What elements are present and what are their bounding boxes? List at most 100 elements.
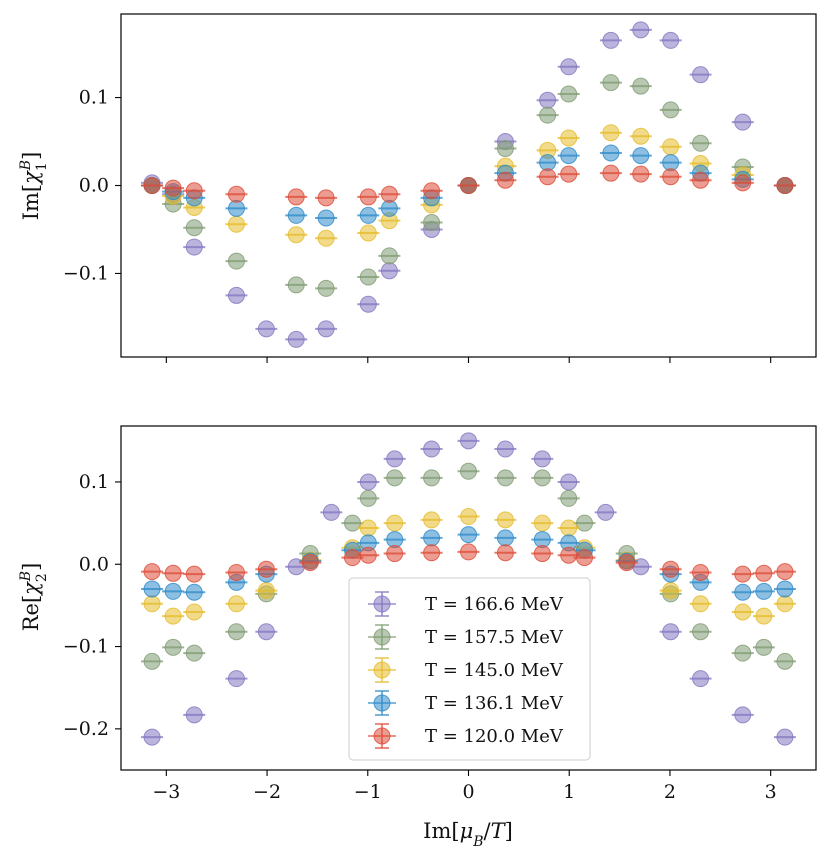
data-point (257, 623, 275, 641)
data-point (460, 526, 477, 544)
bottom-xtick-label: 0 (462, 781, 474, 803)
data-point (662, 560, 680, 578)
data-point (164, 607, 182, 625)
data-point (185, 219, 203, 237)
data-point (386, 469, 404, 487)
data-point (287, 276, 305, 294)
legend-marker (373, 595, 391, 613)
data-point (734, 174, 752, 192)
data-point (632, 21, 650, 39)
data-point (692, 66, 710, 84)
data-point (602, 124, 620, 142)
data-point (257, 560, 275, 578)
data-point (143, 728, 161, 746)
data-point (776, 652, 794, 670)
data-point (185, 182, 203, 200)
data-point (423, 469, 441, 487)
data-point (359, 489, 377, 507)
data-point (734, 706, 752, 724)
data-point (560, 58, 578, 76)
legend-marker (373, 628, 391, 646)
data-point (359, 473, 377, 491)
data-point (692, 670, 710, 688)
data-point (423, 511, 441, 529)
data-point (755, 607, 773, 625)
bottom-panel: 0.1 0.0 −0.1 −0.2 −3 −2 −1 0 1 2 3 (63, 425, 817, 803)
data-point (776, 595, 794, 613)
data-point (423, 213, 441, 231)
data-point (496, 440, 514, 458)
data-point (164, 564, 182, 582)
data-point (662, 168, 680, 186)
data-point (632, 165, 650, 183)
data-point (734, 583, 752, 601)
bottom-xtick-label: 1 (563, 781, 575, 803)
data-point (539, 91, 557, 109)
data-point (539, 168, 557, 186)
data-point (602, 74, 620, 92)
data-point (560, 129, 578, 147)
data-point (227, 595, 245, 613)
data-point (423, 182, 441, 200)
data-point (496, 469, 514, 487)
legend-label: T = 120.0 MeV (425, 726, 564, 747)
data-point (257, 320, 275, 338)
data-point (602, 144, 620, 162)
data-point (576, 514, 594, 532)
data-point (496, 511, 514, 529)
data-point (317, 189, 335, 207)
data-point (776, 728, 794, 746)
data-point (560, 519, 578, 537)
data-point (359, 546, 377, 564)
data-point (423, 529, 441, 547)
data-point (460, 177, 477, 194)
data-point (143, 563, 161, 581)
data-point (632, 147, 650, 165)
data-point (359, 188, 377, 206)
bottom-xtick-label: −3 (152, 781, 180, 803)
data-point (143, 595, 161, 613)
data-point (632, 127, 650, 145)
data-point (185, 238, 203, 256)
bottom-xtick-label: −2 (253, 781, 281, 803)
data-point (317, 279, 335, 297)
data-point (734, 565, 752, 583)
data-point (227, 286, 245, 304)
data-point (632, 77, 650, 95)
data-point (560, 546, 578, 564)
bottom-xtick-label: 3 (765, 781, 777, 803)
data-point (359, 224, 377, 242)
data-point (533, 514, 551, 532)
data-point (776, 177, 794, 194)
data-point (380, 185, 398, 203)
data-point (164, 582, 182, 600)
data-point (301, 554, 319, 572)
bottom-xtick-label: 2 (664, 781, 676, 803)
data-point (287, 226, 305, 244)
bottom-ytick-label: 0.1 (79, 471, 109, 493)
data-point (755, 582, 773, 600)
data-point (185, 603, 203, 621)
bottom-ytick-label: −0.2 (63, 718, 109, 740)
data-point (287, 188, 305, 206)
data-point (359, 268, 377, 286)
top-ylabel: Im[χ1B] (18, 152, 50, 221)
legend-frame (348, 577, 591, 761)
legend: T = 166.6 MeV T = 157.5 MeV T = 145.0 MeV T… (348, 577, 591, 761)
data-point (317, 229, 335, 247)
data-point (539, 106, 557, 124)
top-ytick-label: −0.1 (63, 262, 109, 284)
data-point (386, 545, 404, 563)
data-point (734, 113, 752, 131)
data-point (380, 262, 398, 280)
data-point (423, 544, 441, 562)
data-point (496, 529, 514, 547)
data-point (576, 549, 594, 567)
bottom-series-0 (141, 432, 796, 746)
data-point (602, 164, 620, 182)
data-point (560, 489, 578, 507)
data-point (287, 330, 305, 348)
data-point (227, 252, 245, 270)
data-point (662, 138, 680, 156)
data-point (533, 450, 551, 468)
